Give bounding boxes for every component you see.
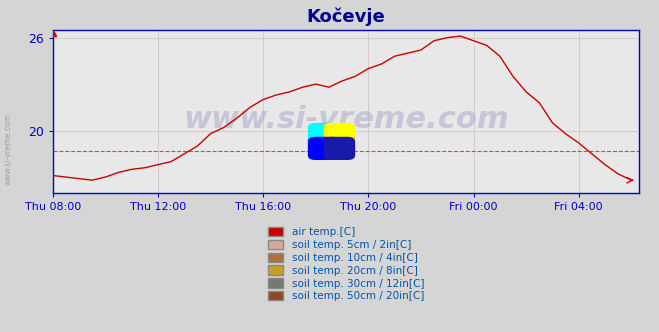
Title: Kočevje: Kočevje bbox=[306, 7, 386, 26]
Legend: air temp.[C], soil temp. 5cm / 2in[C], soil temp. 10cm / 4in[C], soil temp. 20cm: air temp.[C], soil temp. 5cm / 2in[C], s… bbox=[265, 224, 427, 304]
Text: www.si-vreme.com: www.si-vreme.com bbox=[183, 105, 509, 134]
FancyBboxPatch shape bbox=[308, 123, 339, 146]
FancyBboxPatch shape bbox=[308, 137, 339, 160]
FancyBboxPatch shape bbox=[324, 137, 355, 160]
FancyBboxPatch shape bbox=[324, 123, 355, 146]
Text: www.si-vreme.com: www.si-vreme.com bbox=[3, 114, 13, 185]
